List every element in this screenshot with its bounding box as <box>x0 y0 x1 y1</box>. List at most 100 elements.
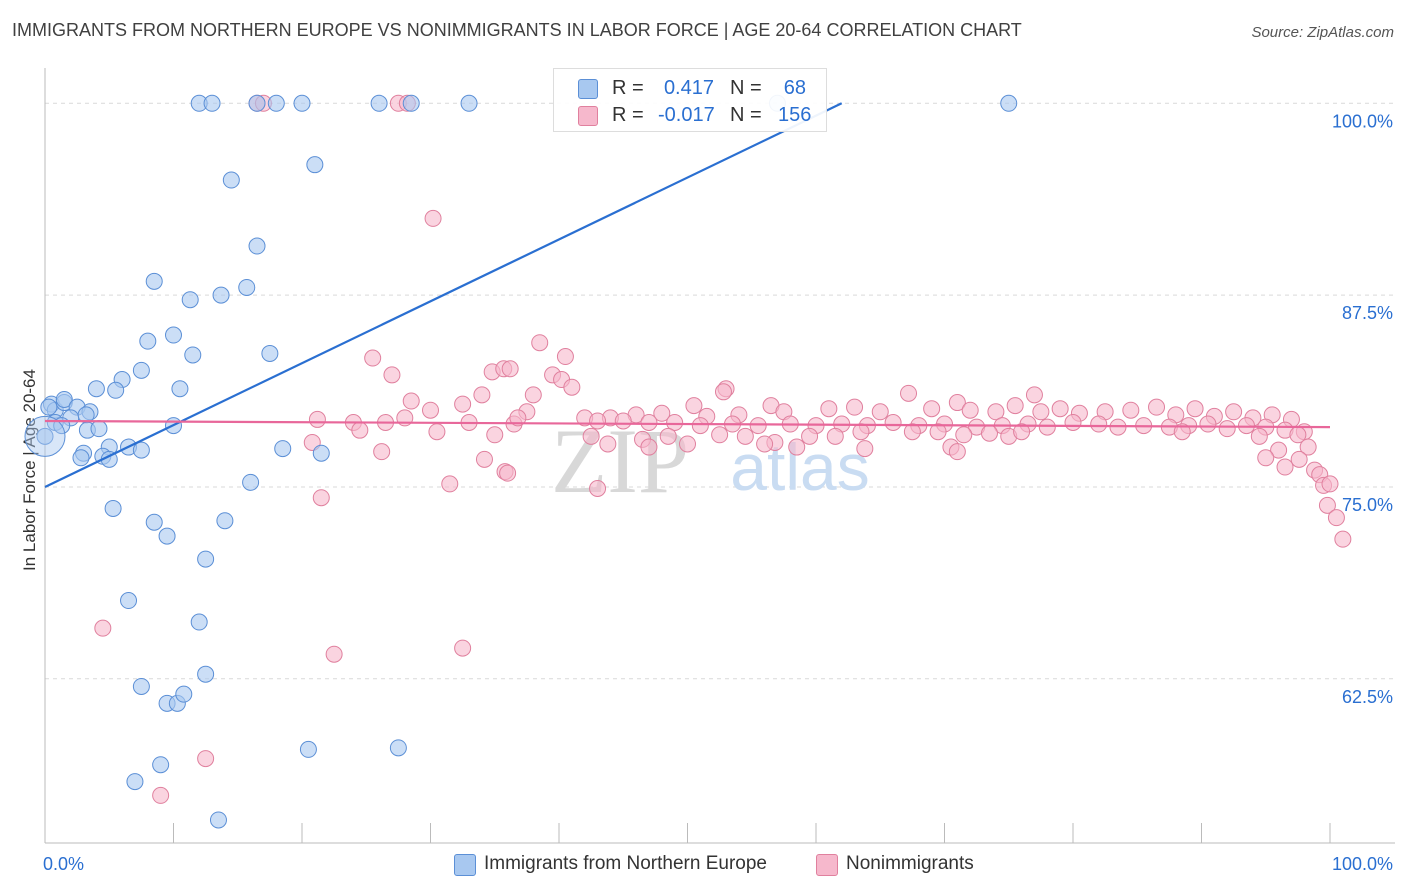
immigrants-point <box>370 94 388 112</box>
nonimmigrants-point <box>1186 400 1204 418</box>
immigrants-point <box>209 811 227 829</box>
immigrants-point <box>274 440 292 458</box>
nonimmigrants-point <box>454 395 472 413</box>
nonimmigrants-point <box>1321 475 1339 493</box>
nonimmigrants-point <box>640 438 658 456</box>
x-tick-labels: 0.0% 100.0% <box>43 854 1393 874</box>
y-tick-label: 100.0% <box>1332 111 1393 131</box>
axes <box>44 68 1395 844</box>
r-value: -0.017 <box>658 104 715 126</box>
immigrants-point <box>158 527 176 545</box>
immigrants-point <box>1000 94 1018 112</box>
nonimmigrants-point <box>653 404 671 422</box>
nonimmigrants-point <box>1006 397 1024 415</box>
nonimmigrants-point <box>900 384 918 402</box>
nonimmigrants-point <box>197 750 215 768</box>
immigrants-trend-line <box>44 102 843 488</box>
nonimmigrants-point <box>685 397 703 415</box>
nonimmigrants-trend-line <box>44 419 1331 429</box>
nonimmigrants-point <box>1013 423 1031 441</box>
y-tick-label: 75.0% <box>1342 495 1393 515</box>
r-label: R = <box>612 77 644 99</box>
nonimmigrants-point <box>1064 414 1082 432</box>
immigrants-point <box>40 398 58 416</box>
nonimmigrants-point <box>582 427 600 445</box>
nonimmigrants-point <box>524 386 542 404</box>
immigrants-point <box>181 291 199 309</box>
immigrants-point <box>197 665 215 683</box>
immigrants-point <box>197 550 215 568</box>
immigrants-point <box>165 326 182 344</box>
nonimmigrants-point <box>666 414 684 432</box>
nonimmigrants-point <box>856 440 874 458</box>
immigrants-point <box>312 444 330 462</box>
immigrants-point <box>171 380 189 398</box>
immigrants-point <box>152 756 170 774</box>
immigrants-point <box>145 272 163 290</box>
immigrants-point <box>203 94 221 112</box>
nonimmigrants-point <box>711 426 729 444</box>
nonimmigrants-point <box>1318 496 1336 514</box>
nonimmigrants-point <box>486 426 504 444</box>
immigrants-point <box>72 449 90 467</box>
y-tick-labels: 100.0% 87.5% 75.0% 62.5% <box>1332 111 1393 706</box>
n-value: 156 <box>778 104 812 126</box>
nonimmigrants-point <box>531 334 549 352</box>
immigrants-point <box>306 156 324 174</box>
nonimmigrants-point <box>1334 530 1352 548</box>
nonimmigrants-point <box>659 427 677 445</box>
immigrants-point <box>107 381 125 399</box>
nonimmigrants-point <box>1025 386 1043 404</box>
immigrants-point <box>24 415 66 457</box>
x-tick-label: 100.0% <box>1332 854 1393 874</box>
immigrants-point <box>184 346 202 364</box>
nonimmigrants-point <box>1327 509 1345 527</box>
nonimmigrants-point <box>948 394 966 412</box>
legend-label: Nonimmigrants <box>846 853 974 874</box>
nonimmigrants-point <box>1290 450 1308 468</box>
nonimmigrants-point <box>1276 458 1294 476</box>
immigrants-points <box>24 94 1018 829</box>
immigrants-point <box>216 512 234 530</box>
nonimmigrants-point <box>820 400 838 418</box>
nonimmigrants-point <box>441 475 459 493</box>
nonimmigrants-point <box>826 427 844 445</box>
nonimmigrants-point <box>501 360 519 378</box>
nonimmigrants-point <box>929 423 947 441</box>
legend-swatch-blue <box>578 79 598 99</box>
stats-legend-row-immigrants: R = 0.417 N = 68 <box>554 73 826 99</box>
nonimmigrants-point <box>475 450 493 468</box>
trend-lines <box>44 102 1331 488</box>
immigrants-point <box>139 332 157 350</box>
immigrants-point <box>175 685 193 703</box>
immigrants-point <box>222 171 240 189</box>
nonimmigrants-point <box>1038 418 1056 436</box>
n-label: N = <box>730 104 762 126</box>
nonimmigrants-point <box>714 383 732 401</box>
nonimmigrants-point <box>955 426 973 444</box>
chart-source: Source: ZipAtlas.com <box>1251 24 1394 41</box>
nonimmigrants-point <box>1090 415 1108 433</box>
immigrants-point <box>132 361 150 379</box>
nonimmigrants-point <box>1257 449 1275 467</box>
nonimmigrants-point <box>1218 420 1236 438</box>
immigrants-point <box>145 513 163 531</box>
nonimmigrants-point <box>373 443 391 461</box>
legend-swatch-blue <box>454 854 476 876</box>
immigrants-point <box>90 420 108 438</box>
nonimmigrants-point <box>1173 423 1191 441</box>
immigrants-point <box>238 278 256 296</box>
nonimmigrants-point <box>1225 403 1243 421</box>
nonimmigrants-point <box>312 489 330 507</box>
immigrants-point <box>87 380 105 398</box>
nonimmigrants-point <box>152 786 170 804</box>
immigrants-point <box>36 427 54 445</box>
immigrants-point <box>267 94 285 112</box>
immigrants-point <box>248 237 266 255</box>
nonimmigrants-point <box>1122 401 1140 419</box>
immigrants-point <box>132 441 150 459</box>
immigrants-point <box>120 592 138 610</box>
legend-label: Immigrants from Northern Europe <box>484 853 767 874</box>
nonimmigrants-point <box>351 421 369 439</box>
chart-title: IMMIGRANTS FROM NORTHERN EUROPE VS NONIM… <box>12 20 1022 40</box>
